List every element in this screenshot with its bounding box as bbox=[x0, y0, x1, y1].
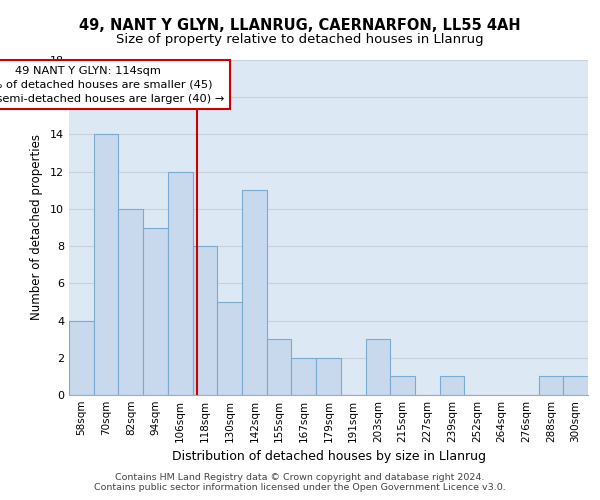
Bar bbox=[193, 246, 217, 395]
Text: Size of property relative to detached houses in Llanrug: Size of property relative to detached ho… bbox=[116, 32, 484, 46]
Bar bbox=[563, 376, 588, 395]
Bar bbox=[267, 339, 292, 395]
Text: 49, NANT Y GLYN, LLANRUG, CAERNARFON, LL55 4AH: 49, NANT Y GLYN, LLANRUG, CAERNARFON, LL… bbox=[79, 18, 521, 32]
Bar bbox=[217, 302, 242, 395]
Bar bbox=[440, 376, 464, 395]
Bar bbox=[316, 358, 341, 395]
X-axis label: Distribution of detached houses by size in Llanrug: Distribution of detached houses by size … bbox=[172, 450, 485, 464]
Bar bbox=[365, 339, 390, 395]
Bar bbox=[143, 228, 168, 395]
Bar bbox=[94, 134, 118, 395]
Bar bbox=[539, 376, 563, 395]
Bar bbox=[69, 320, 94, 395]
Bar bbox=[118, 209, 143, 395]
Text: 49 NANT Y GLYN: 114sqm
← 51% of detached houses are smaller (45)
45% of semi-det: 49 NANT Y GLYN: 114sqm ← 51% of detached… bbox=[0, 66, 224, 104]
Bar bbox=[168, 172, 193, 395]
Bar bbox=[390, 376, 415, 395]
Text: Contains HM Land Registry data © Crown copyright and database right 2024.
Contai: Contains HM Land Registry data © Crown c… bbox=[94, 473, 506, 492]
Bar bbox=[242, 190, 267, 395]
Bar bbox=[292, 358, 316, 395]
Y-axis label: Number of detached properties: Number of detached properties bbox=[30, 134, 43, 320]
